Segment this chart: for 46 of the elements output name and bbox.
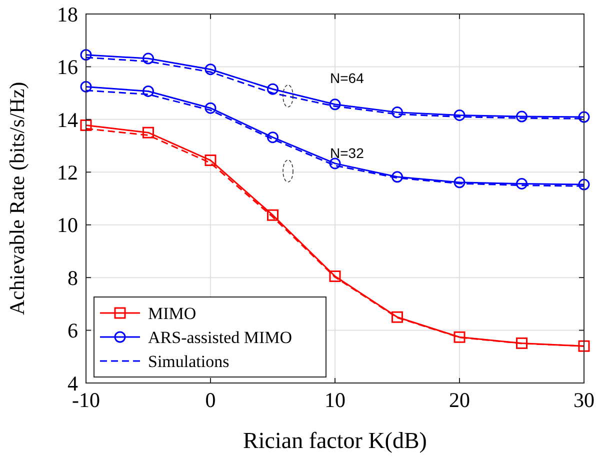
point	[329, 98, 341, 110]
point	[329, 158, 341, 170]
y-tick-label: 4	[68, 371, 78, 396]
point	[516, 110, 528, 122]
point	[578, 111, 590, 123]
legend-label: MIMO	[148, 304, 196, 323]
point	[142, 126, 154, 138]
y-tick-label: 18	[57, 2, 78, 26]
point	[267, 132, 278, 144]
x-tick-label: 20	[449, 388, 470, 412]
point	[578, 178, 590, 190]
point	[142, 52, 154, 64]
point	[578, 340, 590, 352]
point	[454, 331, 466, 343]
point	[80, 119, 92, 131]
point	[516, 337, 528, 349]
point	[204, 64, 216, 76]
point	[80, 49, 92, 61]
point	[392, 106, 403, 118]
point	[204, 154, 216, 166]
y-tick-label: 8	[68, 266, 78, 290]
point	[454, 176, 466, 188]
point	[204, 102, 216, 114]
x-axis-title: Rician factor K(dB)	[243, 428, 427, 453]
point	[80, 80, 92, 92]
x-tick-label: 30	[574, 388, 594, 412]
point	[329, 270, 341, 282]
y-tick-label: 16	[57, 55, 78, 80]
point	[392, 171, 403, 183]
legend-label: Simulations	[148, 352, 230, 371]
legend-label: ARS-assisted MIMO	[148, 328, 292, 347]
point	[267, 209, 278, 221]
point	[454, 109, 466, 121]
point	[516, 178, 528, 190]
x-tick-label: 0	[205, 388, 216, 412]
point	[267, 83, 278, 95]
y-tick-label: 6	[68, 318, 78, 343]
point	[392, 311, 403, 323]
y-tick-label: 10	[57, 213, 78, 238]
point	[142, 85, 154, 97]
annotation: N=64	[330, 70, 364, 86]
x-tick-label: 10	[324, 388, 346, 412]
y-tick-label: 12	[57, 160, 78, 184]
y-axis-title: Achievable Rate (bits/s/Hz)	[5, 82, 29, 316]
annotation: N=32	[330, 144, 364, 161]
y-tick-label: 14	[57, 108, 78, 132]
